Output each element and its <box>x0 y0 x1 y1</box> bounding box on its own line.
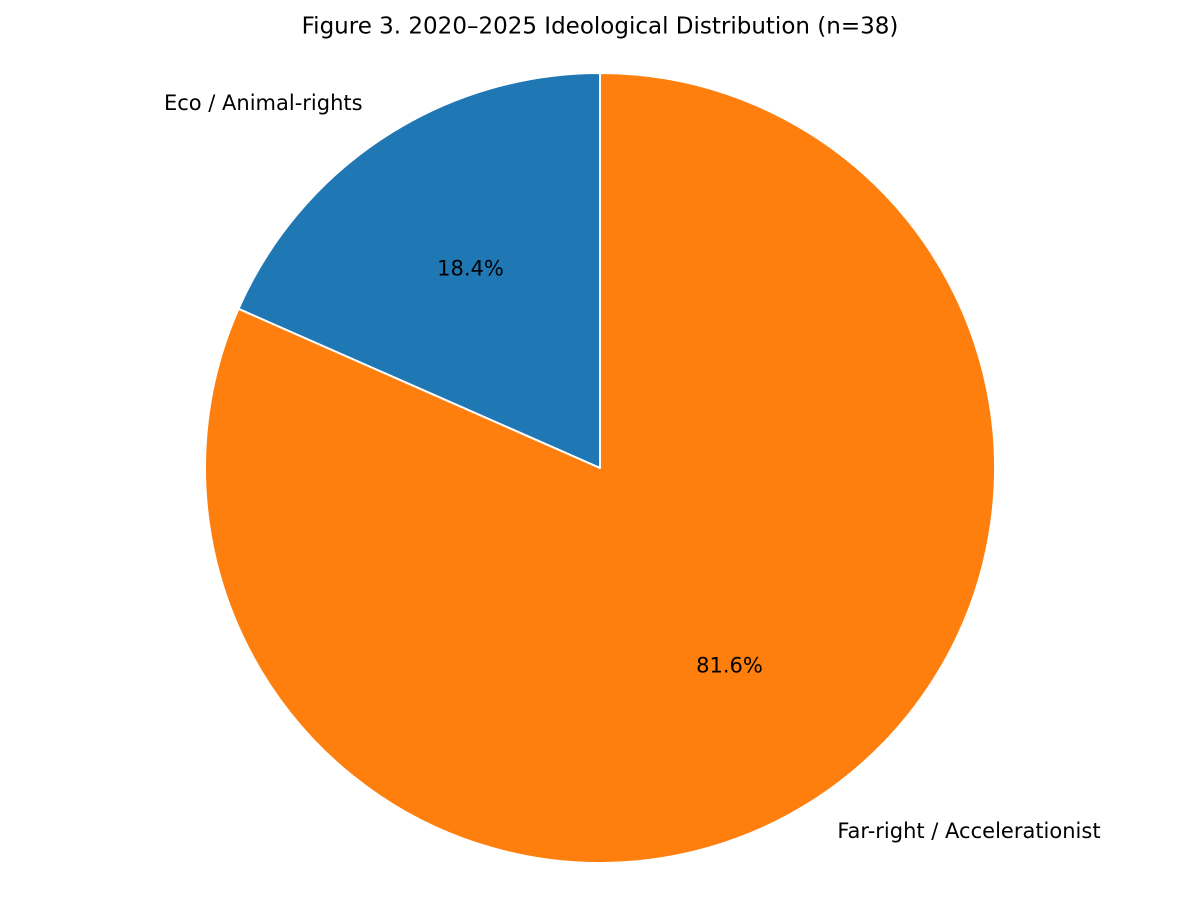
slice-label: Far-right / Accelerationist <box>837 819 1100 843</box>
pie-slice <box>204 72 996 864</box>
pie-slice <box>237 72 601 469</box>
slice-label: Eco / Animal-rights <box>164 91 363 115</box>
chart-title: Figure 3. 2020–2025 Ideological Distribu… <box>302 14 899 40</box>
value-label: 18.4% <box>437 257 504 281</box>
value-label: 81.6% <box>696 653 763 677</box>
